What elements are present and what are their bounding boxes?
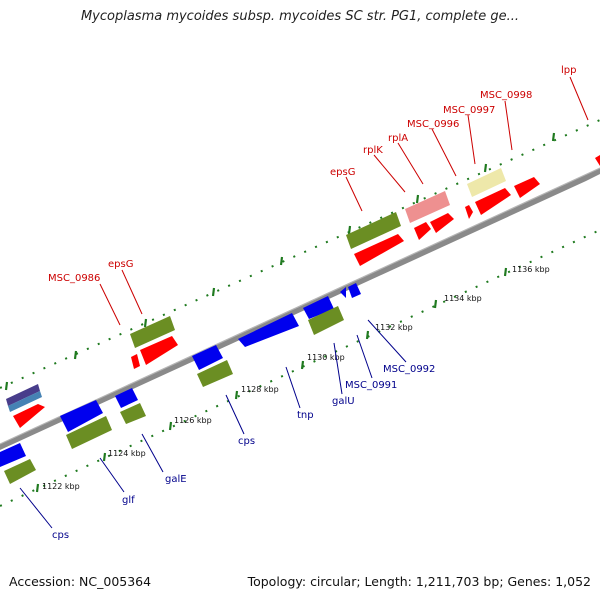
topology-value: circular	[310, 574, 357, 589]
forward-features	[6, 168, 506, 412]
scale-label-1136: 1136 kbp	[512, 265, 550, 274]
length-value: 1,211,703 bp	[415, 574, 500, 589]
label-msc-0991[interactable]: MSC_0991	[345, 380, 397, 391]
gene-msc-0997-arrow[interactable]	[475, 188, 511, 215]
label-rpla[interactable]: rplA	[388, 133, 408, 144]
label-lpp[interactable]: lpp	[561, 65, 576, 76]
length-prefix: Length:	[364, 574, 412, 589]
feature-olive-galu[interactable]	[308, 306, 344, 335]
gene-glf-arrow[interactable]	[60, 400, 103, 432]
scale-label-1134: 1134 kbp	[444, 294, 482, 303]
gene-msc-0996-arrow[interactable]	[465, 205, 473, 219]
genes-prefix: Genes:	[507, 574, 552, 589]
scale-major-ticks	[4, 132, 556, 493]
feature-olive-gale[interactable]	[120, 403, 146, 424]
feature-olive-epsg-2[interactable]	[346, 212, 401, 249]
label-cps-1[interactable]: cps	[52, 530, 69, 541]
scale-label-1122: 1122 kbp	[42, 482, 80, 491]
genome-summary: Topology: circular; Length: 1,211,703 bp…	[247, 574, 591, 589]
feature-olive-glf[interactable]	[66, 416, 112, 449]
gene-epsg-2-arrow[interactable]	[354, 234, 404, 266]
forward-genes	[13, 155, 600, 428]
gene-cps-2-arrow[interactable]	[192, 345, 223, 370]
reverse-genes	[0, 283, 361, 467]
gene-rpla-arrow[interactable]	[430, 213, 454, 233]
reverse-features	[4, 306, 344, 484]
feature-navy-bar[interactable]	[6, 384, 40, 406]
genes-value: 1,052	[555, 574, 591, 589]
gene-lpp-arrow[interactable]	[595, 155, 600, 166]
label-gale[interactable]: galE	[165, 474, 187, 485]
gene-epsg-1-arrow[interactable]	[140, 336, 178, 365]
label-galu[interactable]: galU	[332, 396, 355, 407]
accession-prefix: Accession:	[9, 574, 76, 589]
scale-labels: 1122 kbp 1124 kbp 1126 kbp 1128 kbp 1130…	[42, 265, 550, 491]
feature-steel-bar[interactable]	[8, 391, 42, 412]
label-epsg-2[interactable]: epsG	[330, 167, 355, 178]
gene-msc-0998-arrow[interactable]	[514, 177, 540, 198]
label-msc-0997[interactable]: MSC_0997	[443, 105, 495, 116]
gene-galu-arrow[interactable]	[303, 296, 334, 319]
accession-info: Accession: NC_005364	[9, 574, 151, 589]
label-glf[interactable]: glf	[122, 495, 135, 506]
gene-tnp-arrow[interactable]	[238, 313, 299, 347]
feature-olive-cps-1[interactable]	[4, 459, 36, 484]
gene-rplk-arrow[interactable]	[414, 222, 431, 240]
gene-msc-0986-arrow[interactable]	[13, 404, 45, 428]
label-msc-0992[interactable]: MSC_0992	[383, 364, 435, 375]
gene-msc-0992-arrow[interactable]	[348, 283, 361, 298]
label-cps-2[interactable]: cps	[238, 436, 255, 447]
label-msc-0998[interactable]: MSC_0998	[480, 90, 532, 101]
label-msc-0996[interactable]: MSC_0996	[407, 119, 459, 130]
accession-value: NC_005364	[79, 574, 152, 589]
label-rplk[interactable]: rplK	[363, 145, 383, 156]
map-title: Mycoplasma mycoides subsp. mycoides SC s…	[80, 9, 520, 24]
feature-olive-cps-2[interactable]	[197, 360, 233, 387]
gene-epsg-1-stub[interactable]	[131, 354, 140, 369]
forward-gene-labels: MSC_0986 epsG epsG rplK rplA MSC_0996 MS…	[48, 65, 576, 284]
topology-prefix: Topology:	[247, 574, 307, 589]
reverse-tick-track	[0, 229, 600, 507]
label-tnp[interactable]: tnp	[297, 410, 314, 421]
scale-label-1124: 1124 kbp	[108, 449, 146, 458]
scale-label-1130: 1130 kbp	[307, 353, 345, 362]
scale-label-1128: 1128 kbp	[241, 385, 279, 394]
reverse-gene-labels: cps glf galE cps tnp galU MSC_0991 MSC_0…	[52, 364, 435, 541]
forward-label-lines	[99, 76, 589, 326]
reverse-label-lines	[19, 319, 407, 529]
gene-msc-0991-arrow[interactable]	[340, 287, 346, 298]
scale-label-1132: 1132 kbp	[375, 323, 413, 332]
feature-olive-epsg-1[interactable]	[130, 316, 175, 348]
label-epsg-1[interactable]: epsG	[108, 259, 133, 270]
forward-tick-track	[0, 119, 600, 389]
feature-pink-rplk[interactable]	[405, 191, 450, 223]
gene-gale-arrow[interactable]	[115, 388, 138, 408]
genome-backbone	[0, 167, 600, 450]
gene-cps-1-arrow[interactable]	[0, 443, 26, 467]
feature-khaki-msc-0997[interactable]	[467, 168, 506, 197]
scale-label-1126: 1126 kbp	[174, 416, 212, 425]
label-msc-0986[interactable]: MSC_0986	[48, 273, 100, 284]
